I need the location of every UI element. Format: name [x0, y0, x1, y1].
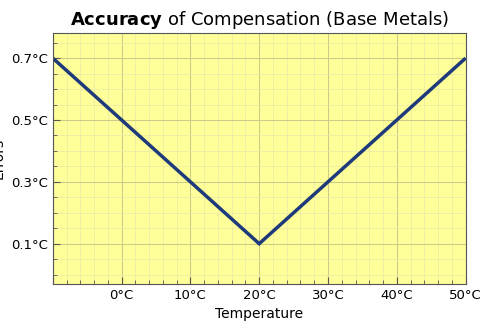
X-axis label: Temperature: Temperature [215, 307, 303, 321]
Y-axis label: Errors: Errors [0, 138, 5, 179]
Title: $\mathbf{Accuracy}$ of Compensation (Base Metals): $\mathbf{Accuracy}$ of Compensation (Bas… [70, 9, 449, 31]
